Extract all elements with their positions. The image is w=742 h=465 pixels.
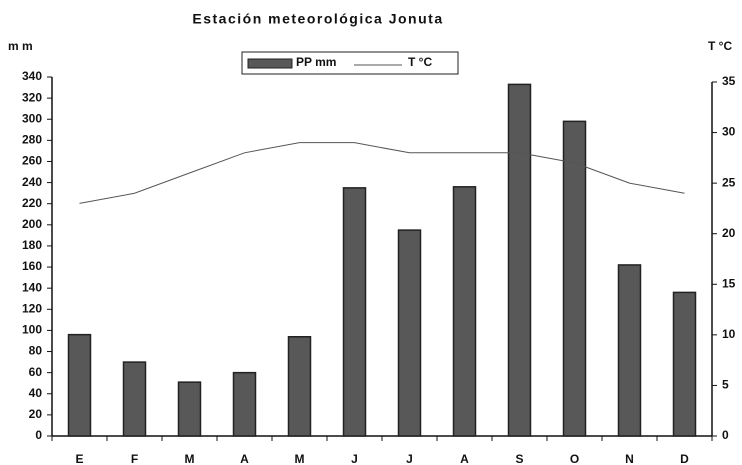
x-tick-label: A <box>240 452 249 465</box>
y2-tick-label: 25 <box>722 175 736 189</box>
y-tick-label: 240 <box>22 175 42 189</box>
x-tick-label: S <box>515 452 523 465</box>
y-tick-label: 80 <box>29 344 43 358</box>
bar <box>232 371 257 437</box>
y2-tick-label: 15 <box>722 276 736 290</box>
bar <box>67 333 92 437</box>
y2-tick-label: 5 <box>722 378 729 392</box>
y-tick-label: 40 <box>29 386 43 400</box>
chart-title: Estación meteorológica Jonuta <box>192 11 443 27</box>
legend-label: T °C <box>408 55 432 69</box>
y-tick-label: 0 <box>35 428 42 442</box>
bar <box>287 335 312 437</box>
bar <box>617 264 642 437</box>
x-tick-label: M <box>295 452 305 465</box>
y2-tick-label: 20 <box>722 226 736 240</box>
y-tick-label: 340 <box>22 69 42 83</box>
y-tick-label: 300 <box>22 111 42 125</box>
bar <box>672 291 697 437</box>
legend-swatch <box>247 58 293 69</box>
x-tick-label: O <box>570 452 579 465</box>
y-tick-label: 320 <box>22 90 42 104</box>
y-tick-label: 20 <box>29 407 43 421</box>
bar <box>122 361 147 437</box>
y-tick-label: 160 <box>22 259 42 273</box>
y2-axis-label: T °C <box>708 39 732 53</box>
x-tick-label: E <box>75 452 83 465</box>
temperature-line <box>79 142 685 204</box>
legend-label: PP mm <box>296 55 336 69</box>
y-tick-label: 260 <box>22 154 42 168</box>
y-tick-label: 200 <box>22 217 42 231</box>
x-tick-label: D <box>680 452 689 465</box>
x-tick-label: J <box>351 452 358 465</box>
y-tick-label: 140 <box>22 280 42 294</box>
legend-box <box>241 51 459 75</box>
x-tick-label: F <box>131 452 138 465</box>
y-tick-label: 120 <box>22 301 42 315</box>
y-tick-label: 280 <box>22 133 42 147</box>
bar <box>397 229 422 437</box>
y-tick-label: 100 <box>22 323 42 337</box>
x-tick-label: J <box>406 452 413 465</box>
bar <box>452 186 477 437</box>
bar <box>177 381 202 437</box>
y2-tick-label: 10 <box>722 327 736 341</box>
y2-tick-label: 0 <box>722 428 729 442</box>
x-tick-label: A <box>460 452 469 465</box>
x-tick-label: N <box>625 452 634 465</box>
y-tick-label: 180 <box>22 238 42 252</box>
y2-tick-label: 35 <box>722 74 736 88</box>
bar <box>342 187 367 437</box>
bar <box>507 83 532 437</box>
y-tick-label: 60 <box>29 365 43 379</box>
y-axis-label: m m <box>8 39 33 53</box>
y-tick-label: 220 <box>22 196 42 210</box>
x-tick-label: M <box>185 452 195 465</box>
bar <box>562 120 587 437</box>
y2-tick-label: 30 <box>722 125 736 139</box>
